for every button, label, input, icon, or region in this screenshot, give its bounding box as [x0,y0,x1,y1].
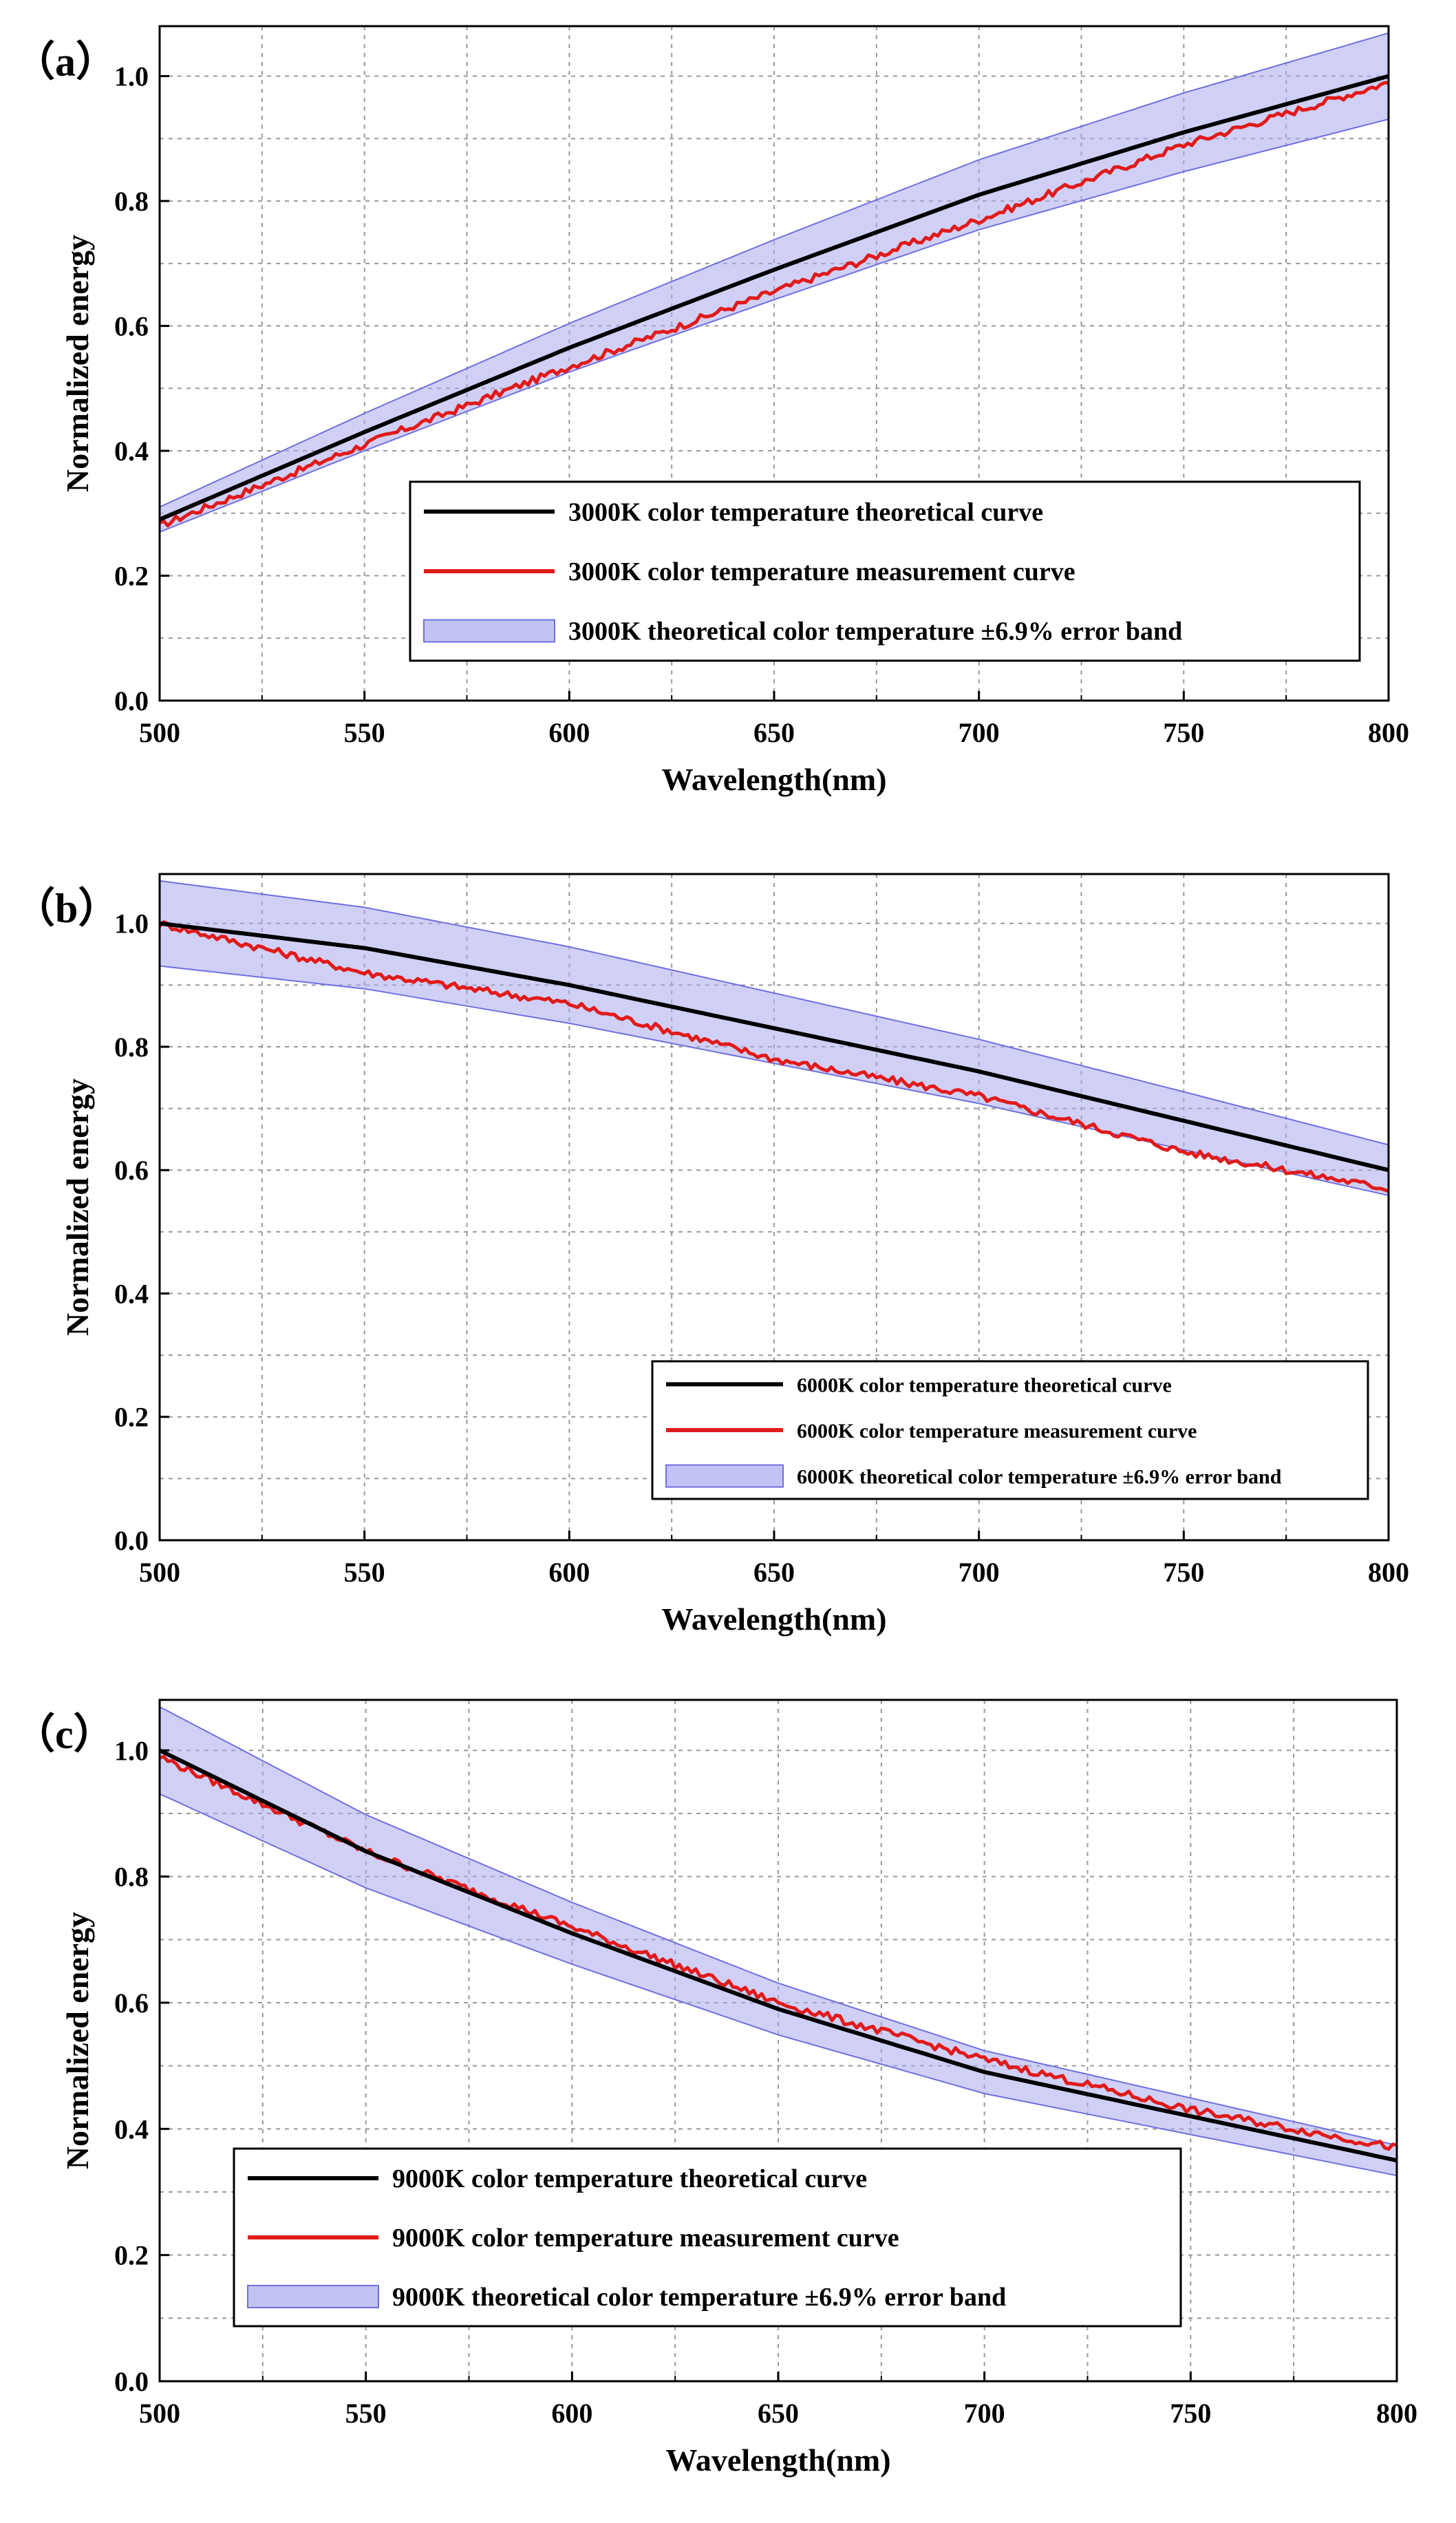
x-axis-title: Wavelength(nm) [665,2442,890,2478]
chart-panel-b: 500 550 600 650 700 750 800 0.0 0.2 0.4 0.6 0.8 1.0 W… [14,873,1409,1637]
y-tick-label: 0.8 [114,1862,149,1893]
panel-label: （b） [14,885,119,931]
legend-label: 9000K color temperature theoretical curv… [392,2164,867,2193]
theoretical-curve [159,921,1389,1173]
x-tick-label: 650 [758,2398,799,2429]
y-tick-label: 1.0 [114,61,149,92]
y-tick-label: 0.4 [114,1278,149,1309]
x-tick-label: 500 [139,2398,180,2429]
legend-box [409,480,1361,662]
panel-label: （a） [14,39,117,85]
chart-panel-c: 500 550 600 650 700 750 800 0.0 0.2 0.4 0.6 0.8 1.0 W… [14,1699,1417,2478]
y-tick-label: 0.0 [114,1525,149,1556]
y-axis-title: Normalized energy [60,235,95,492]
y-tick-label: 0.2 [114,561,149,592]
legend-label: 3000K color temperature theoretical curv… [568,498,1043,526]
x-tick-label: 750 [1163,717,1204,748]
legend-label: 9000K color temperature measurement curv… [392,2224,899,2253]
legend-label: 6000K color temperature measurement curv… [797,1420,1197,1443]
legend-label: 3000K theoretical color temperature ±6.9… [568,617,1182,646]
legend-swatch-band [247,2285,379,2308]
y-axis-title: Normalized energy [60,1078,95,1336]
legend: 9000K color temperature theoretical curv… [233,2147,1182,2328]
y-tick-label: 0.4 [114,2114,149,2144]
legend-label: 9000K theoretical color temperature ±6.9… [392,2283,1006,2312]
x-tick-label: 600 [548,1557,590,1588]
y-tick-label: 0.0 [114,685,149,716]
x-tick-label: 750 [1170,2398,1211,2429]
x-tick-label: 550 [345,2398,387,2429]
x-tick-label: 800 [1376,2398,1417,2429]
y-axis-title: Normalized energy [60,1912,95,2169]
x-tick-label: 650 [753,1557,795,1588]
legend-swatch-band [423,619,555,643]
legend: 6000K color temperature theoretical curv… [651,1360,1369,1500]
y-tick-label: 1.0 [114,1735,149,1766]
theoretical-curve [158,1748,1398,2163]
panel-label: （c） [14,1711,115,1757]
measurement-curve [158,81,1389,528]
y-tick-label: 0.0 [114,2366,149,2397]
x-tick-label: 800 [1368,717,1409,748]
measurement-curve [158,920,1389,1193]
x-tick-label: 750 [1163,1557,1204,1588]
chart-panel-a: 500 550 600 650 700 750 800 0.0 0.2 0.4 0.6 0.8 1.0 W… [14,25,1409,797]
x-tick-label: 500 [139,717,180,748]
y-tick-label: 0.8 [114,186,149,217]
legend-box [233,2147,1182,2328]
legend-swatch-band [665,1464,784,1488]
legend: 3000K color temperature theoretical curv… [409,480,1361,662]
x-tick-label: 700 [959,717,1000,748]
y-tick-label: 0.6 [114,1988,149,2019]
x-axis-title: Wavelength(nm) [661,1601,886,1637]
x-tick-label: 550 [344,1557,385,1588]
x-tick-label: 650 [753,717,795,748]
x-axis-title: Wavelength(nm) [661,762,886,797]
legend-label: 6000K theoretical color temperature ±6.9… [797,1466,1282,1489]
legend-label: 3000K color temperature measurement curv… [568,557,1075,586]
y-tick-label: 0.2 [114,1402,149,1433]
y-tick-label: 0.4 [114,436,149,467]
x-tick-label: 700 [964,2398,1005,2429]
x-tick-label: 500 [139,1557,180,1588]
y-tick-label: 0.8 [114,1032,149,1063]
x-tick-label: 600 [551,2398,592,2429]
x-tick-label: 700 [959,1557,1000,1588]
x-tick-label: 550 [344,717,385,748]
legend-label: 6000K color temperature theoretical curv… [797,1374,1172,1396]
x-tick-label: 800 [1368,1557,1409,1588]
theoretical-curve [158,74,1389,522]
y-tick-label: 0.6 [114,311,149,342]
y-tick-label: 0.2 [114,2240,149,2271]
y-tick-label: 0.6 [114,1155,149,1186]
y-tick-label: 1.0 [114,908,149,939]
x-tick-label: 600 [548,717,590,748]
